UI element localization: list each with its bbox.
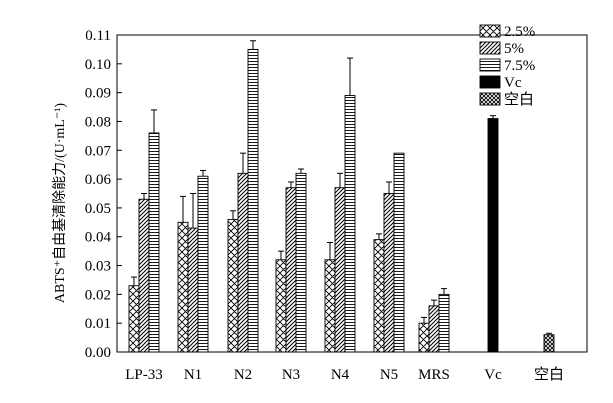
legend-swatch-diagonal xyxy=(479,41,501,55)
legend-swatch-dense-crosshatch xyxy=(479,92,501,106)
category-label: N3 xyxy=(282,367,300,383)
bar-diagonal xyxy=(428,305,440,353)
category-label: Vc xyxy=(484,367,502,383)
y-tick-label: 0.03 xyxy=(85,259,111,275)
category-label: LP-33 xyxy=(125,367,163,383)
y-tick-label: 0.01 xyxy=(85,316,111,332)
y-tick-label: 0.04 xyxy=(85,230,112,246)
y-tick-label: 0.02 xyxy=(85,287,111,303)
bar-horizontal xyxy=(247,48,259,353)
bar-crosshatch xyxy=(373,239,385,353)
bar-diagonal xyxy=(383,193,395,353)
bar-dense-crosshatch xyxy=(543,334,555,353)
legend-swatch-crosshatch xyxy=(479,24,501,38)
bar-crosshatch xyxy=(324,259,336,353)
bar-horizontal xyxy=(438,293,450,353)
bar-crosshatch xyxy=(275,259,287,353)
bar-diagonal xyxy=(334,187,346,353)
legend-swatch-solid xyxy=(479,75,501,89)
category-label: MRS xyxy=(418,367,450,383)
y-tick-label: 0.11 xyxy=(85,28,111,44)
bar-diagonal xyxy=(237,172,249,353)
bar-horizontal xyxy=(197,175,209,353)
bar-diagonal xyxy=(138,198,150,353)
error-bars xyxy=(131,40,552,335)
category-label: N1 xyxy=(184,367,202,383)
bar-diagonal xyxy=(187,227,199,353)
bar-horizontal xyxy=(393,152,405,353)
legend-swatch-horizontal xyxy=(479,58,501,72)
y-tick-label: 0.00 xyxy=(85,345,111,361)
y-tick-label: 0.07 xyxy=(85,143,112,159)
bar-crosshatch xyxy=(418,322,430,353)
bar-diagonal xyxy=(285,187,297,353)
bar-crosshatch xyxy=(227,218,239,353)
category-label: 空白 xyxy=(534,366,564,383)
legend-label: 5% xyxy=(504,41,524,57)
category-label: N4 xyxy=(331,367,350,383)
legend-label: 2.5% xyxy=(504,24,535,40)
y-tick-label: 0.09 xyxy=(85,86,111,102)
bar-crosshatch xyxy=(128,285,140,353)
bar-horizontal xyxy=(148,132,160,353)
category-label: N2 xyxy=(234,367,252,383)
y-tick-label: 0.08 xyxy=(85,114,111,130)
legend-label: 7.5% xyxy=(504,58,535,74)
category-label: N5 xyxy=(380,367,398,383)
legend-label: Vc xyxy=(504,75,522,91)
y-tick-labels: 0.00 0.01 0.02 0.03 0.04 0.05 0.06 0.07 0.08 0.09… xyxy=(85,28,112,361)
y-tick-label: 0.05 xyxy=(85,201,111,217)
bar-horizontal xyxy=(295,172,307,353)
bar-horizontal xyxy=(344,95,356,353)
y-tick-label: 0.10 xyxy=(85,57,111,73)
category-labels: LP-33 N1 N2 N3 N4 N5 MRS Vc 空白 xyxy=(125,366,564,383)
y-tick-label: 0.06 xyxy=(85,172,112,188)
legend-label: 空白 xyxy=(504,91,534,108)
bar-crosshatch xyxy=(177,221,189,353)
bar-solid xyxy=(487,118,499,353)
y-axis-title: ABTS⁺自由基清除能力/(U·mL⁻¹) xyxy=(51,103,68,304)
